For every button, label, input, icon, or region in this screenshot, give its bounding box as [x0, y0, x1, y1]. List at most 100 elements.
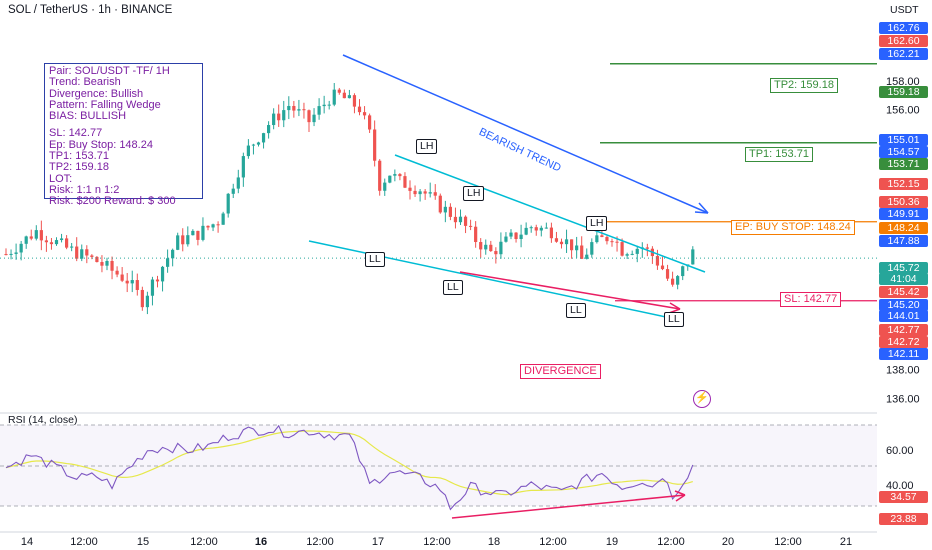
- price-tag: 142.72: [879, 336, 928, 348]
- price-tag: 145.42: [879, 286, 928, 298]
- candle-body: [635, 248, 639, 254]
- candle-body: [241, 156, 245, 178]
- info-line: Risk: $200 Reward: $ 300: [49, 195, 176, 208]
- time-tick-label: 12:00: [539, 536, 567, 548]
- candle-body: [171, 249, 175, 259]
- rsi-panel: [0, 424, 877, 519]
- candle-body: [378, 160, 382, 191]
- price-tick-label: 136.00: [886, 393, 920, 405]
- candle-body: [49, 242, 54, 245]
- candle-body: [519, 234, 523, 240]
- candle-body: [186, 235, 190, 245]
- price-divergence-line: [459, 271, 681, 310]
- candle-body: [357, 106, 362, 113]
- candle-body: [529, 227, 533, 229]
- entry-label[interactable]: EP: BUY STOP: 148.24: [731, 220, 855, 235]
- time-tick-label: 15: [137, 536, 149, 548]
- candle-body: [655, 256, 660, 266]
- candle-body: [85, 249, 89, 256]
- candle-body: [236, 177, 240, 189]
- candle-body: [302, 109, 306, 111]
- candle-body: [150, 279, 155, 296]
- stop-loss-label[interactable]: SL: 142.77: [780, 292, 842, 307]
- candle-body: [373, 129, 377, 161]
- rsi-value-tag: 34.57: [879, 491, 928, 503]
- wave-label-ll[interactable]: LL: [443, 280, 463, 295]
- candle-body: [120, 274, 124, 281]
- candle-body: [80, 249, 84, 259]
- candle-body: [580, 245, 584, 259]
- candle-body: [681, 266, 685, 277]
- candle-body: [251, 144, 256, 146]
- candle-body: [676, 276, 680, 285]
- candle-body: [95, 256, 99, 263]
- candle-body: [332, 89, 336, 105]
- candle-body: [433, 192, 437, 196]
- wave-label-lh[interactable]: LH: [586, 216, 608, 231]
- candle-body: [337, 89, 341, 93]
- divergence-label[interactable]: DIVERGENCE: [520, 364, 601, 379]
- candle-body: [4, 254, 8, 256]
- candle-body: [620, 242, 624, 256]
- candle-body: [585, 254, 589, 259]
- candle-body: [544, 227, 548, 229]
- rsi-tick-label: 60.00: [886, 445, 914, 457]
- candle-body: [267, 125, 271, 134]
- info-line: SL: 142.77: [49, 127, 103, 140]
- time-tick-label: 19: [606, 536, 618, 548]
- grid: [0, 412, 877, 533]
- candle-body: [65, 238, 69, 248]
- tp2-label[interactable]: TP2: 159.18: [770, 78, 838, 93]
- candle-body: [362, 112, 367, 116]
- tp1-label[interactable]: TP1: 153.71: [745, 147, 813, 162]
- candle-body: [691, 249, 695, 265]
- candle-body: [630, 253, 634, 255]
- candle-body: [221, 213, 225, 225]
- candle-body: [474, 226, 478, 243]
- candle-body: [504, 236, 508, 242]
- price-tag: 144.01: [879, 310, 928, 322]
- wave-label-lh[interactable]: LH: [463, 186, 485, 201]
- info-line: Risk: 1:1 n 1:2: [49, 183, 120, 196]
- candle-body: [645, 247, 649, 249]
- candle-body: [19, 243, 23, 253]
- info-line: Pattern: Falling Wedge: [49, 98, 161, 111]
- candle-body: [14, 252, 18, 254]
- rsi-title: RSI (14, close): [8, 414, 78, 426]
- price-tick-label: 156.00: [886, 105, 920, 117]
- candle-body: [600, 235, 604, 238]
- candle-body: [494, 251, 498, 255]
- candle-body: [226, 193, 230, 214]
- time-tick-label: 12:00: [70, 536, 98, 548]
- wave-label-ll[interactable]: LL: [664, 312, 684, 327]
- info-line: TP1: 153.71: [49, 150, 109, 163]
- candle-body: [342, 92, 346, 99]
- candle-body: [489, 244, 493, 252]
- candle-body: [570, 239, 574, 251]
- candle-body: [408, 187, 412, 191]
- candle-body: [625, 254, 629, 256]
- candle-body: [514, 232, 518, 240]
- wave-label-ll[interactable]: LL: [365, 252, 385, 267]
- trade-info-box[interactable]: Pair: SOL/USDT -TF/ 1H Trend: Bearish Di…: [44, 63, 203, 207]
- candle-body: [39, 230, 43, 241]
- candle-body: [615, 241, 619, 243]
- lightning-icon[interactable]: ⚡: [693, 390, 711, 408]
- candle-body: [458, 216, 463, 223]
- candle-body: [272, 113, 276, 126]
- candle-body: [509, 232, 513, 237]
- candle-body: [196, 230, 200, 240]
- candle-body: [59, 238, 64, 241]
- price-tag: 153.71: [879, 158, 928, 170]
- candle-body: [9, 253, 13, 255]
- wave-label-lh[interactable]: LH: [416, 139, 438, 154]
- candle-body: [115, 270, 119, 275]
- candle-body: [110, 260, 114, 271]
- candle-body: [34, 230, 38, 239]
- candle-body: [479, 242, 483, 250]
- price-tag: 145.72: [879, 262, 928, 274]
- candle-body: [317, 106, 321, 115]
- price-tag: 41:04: [879, 273, 928, 285]
- wave-label-ll[interactable]: LL: [566, 303, 586, 318]
- candle-body: [383, 182, 387, 191]
